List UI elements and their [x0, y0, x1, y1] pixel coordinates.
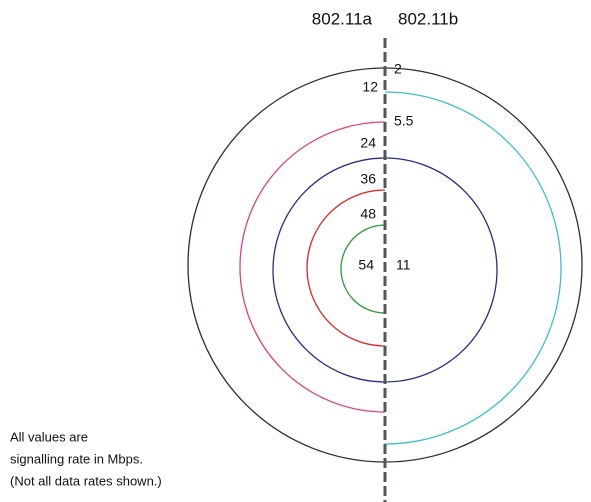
note-line: signalling rate in Mbps.	[10, 451, 143, 466]
rate-label: 48	[360, 206, 376, 222]
rate-label: 12	[362, 79, 378, 95]
rate-label: 54	[358, 257, 374, 273]
green-arc	[340, 224, 386, 314]
rate-label: 36	[360, 171, 376, 187]
header-left: 802.11a	[312, 9, 373, 28]
note-line: All values are	[10, 429, 88, 444]
cyan-arc	[384, 91, 562, 445]
magenta-arc	[239, 121, 386, 413]
red-arc	[306, 189, 386, 347]
rate-label: 2	[394, 61, 402, 77]
rate-label: 24	[360, 135, 376, 151]
header-right: 802.11b	[398, 9, 458, 28]
rate-label: 11	[396, 257, 411, 273]
note-line: (Not all data rates shown.)	[10, 473, 162, 488]
rate-label: 5.5	[394, 113, 414, 129]
